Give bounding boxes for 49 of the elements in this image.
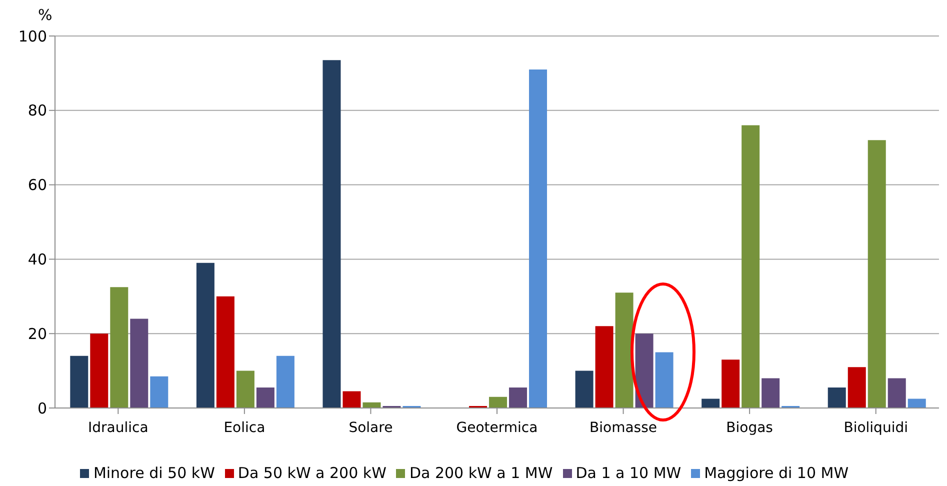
legend-label: Minore di 50 kW (93, 464, 215, 482)
bar (216, 296, 234, 408)
legend-label: Da 1 a 10 MW (576, 464, 682, 482)
bar (722, 360, 740, 408)
bar (595, 326, 614, 408)
bar (489, 396, 508, 408)
bar (615, 292, 634, 408)
bar (236, 370, 254, 408)
x-tick-label: Solare (348, 420, 393, 436)
bar (529, 69, 548, 408)
bar (635, 334, 654, 408)
bar (256, 388, 274, 408)
x-tick-label: Geotermica (456, 420, 538, 436)
bar (908, 398, 926, 408)
bar (362, 402, 381, 408)
bar (762, 378, 780, 408)
bar (342, 391, 361, 408)
bar (276, 356, 294, 408)
y-axis-title: % (38, 6, 52, 24)
x-tick-label: Biomasse (590, 420, 658, 436)
legend-label: Da 50 kW a 200 kW (238, 464, 386, 482)
y-tick-label: 0 (37, 399, 47, 418)
x-tick-label: Eolica (224, 420, 266, 436)
y-tick-label: 40 (28, 250, 47, 269)
bar (322, 60, 341, 408)
bar (196, 262, 214, 408)
x-tick-label: Biogas (726, 420, 773, 436)
legend-label: Da 200 kW a 1 MW (409, 464, 553, 482)
bar (702, 398, 720, 408)
bar (130, 318, 148, 408)
bar (90, 334, 108, 408)
bar (888, 378, 906, 408)
bar (509, 388, 528, 408)
bar (868, 140, 886, 408)
x-tick-label: Bioliquidi (844, 420, 908, 436)
bar (848, 367, 866, 408)
y-tick-label: 80 (28, 102, 47, 120)
bar (150, 376, 168, 408)
bar (742, 125, 760, 408)
y-tick-label: 100 (18, 27, 47, 46)
y-tick-label: 60 (28, 176, 47, 194)
x-tick-label: Idraulica (88, 420, 148, 436)
y-tick-label: 20 (28, 324, 47, 343)
bar (828, 388, 846, 408)
bar (70, 356, 88, 408)
legend-label: Maggiore di 10 MW (704, 464, 849, 482)
bar (655, 352, 674, 408)
bar (110, 287, 128, 408)
bar (575, 370, 594, 408)
